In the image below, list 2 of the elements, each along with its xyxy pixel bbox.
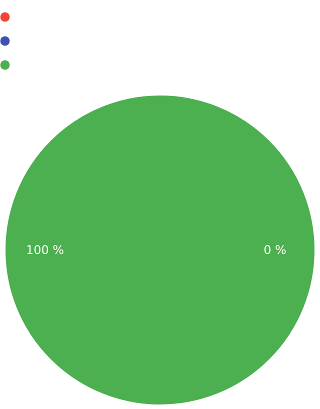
text: 0 % xyxy=(264,243,286,257)
data-label: 100 % xyxy=(26,243,64,257)
